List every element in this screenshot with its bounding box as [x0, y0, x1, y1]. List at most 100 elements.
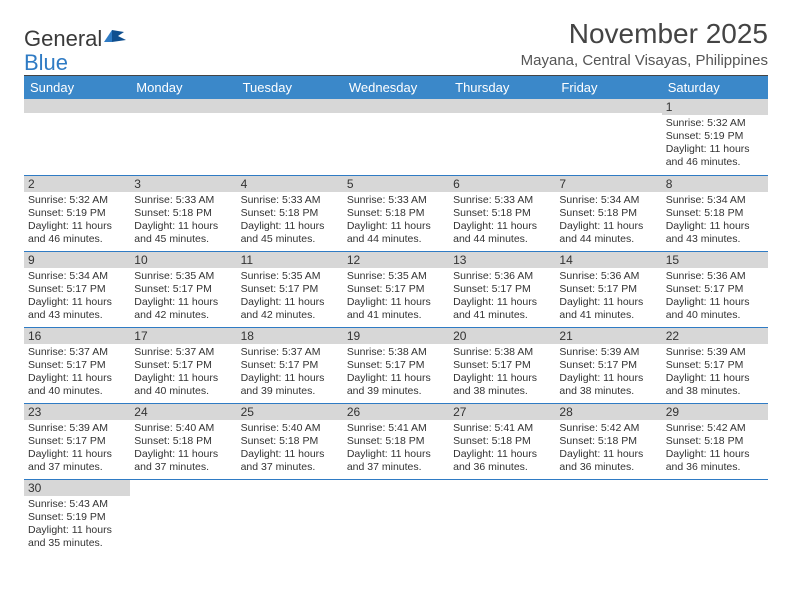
calendar-cell: [24, 99, 130, 175]
calendar-cell: 9Sunrise: 5:34 AMSunset: 5:17 PMDaylight…: [24, 251, 130, 327]
calendar-cell: 21Sunrise: 5:39 AMSunset: 5:17 PMDayligh…: [555, 327, 661, 403]
day-details: Sunrise: 5:34 AMSunset: 5:18 PMDaylight:…: [662, 192, 768, 249]
day-details: Sunrise: 5:33 AMSunset: 5:18 PMDaylight:…: [237, 192, 343, 249]
title-block: November 2025 Mayana, Central Visayas, P…: [521, 18, 768, 69]
calendar-cell: [662, 479, 768, 555]
calendar-cell: 5Sunrise: 5:33 AMSunset: 5:18 PMDaylight…: [343, 175, 449, 251]
calendar-cell: 6Sunrise: 5:33 AMSunset: 5:18 PMDaylight…: [449, 175, 555, 251]
calendar-cell: 4Sunrise: 5:33 AMSunset: 5:18 PMDaylight…: [237, 175, 343, 251]
calendar-cell: 17Sunrise: 5:37 AMSunset: 5:17 PMDayligh…: [130, 327, 236, 403]
day-header: Monday: [130, 76, 236, 99]
empty-day-bar: [343, 99, 449, 113]
day-number: 1: [662, 99, 768, 115]
day-number: 15: [662, 252, 768, 268]
calendar-week: 9Sunrise: 5:34 AMSunset: 5:17 PMDaylight…: [24, 251, 768, 327]
calendar-cell: [237, 99, 343, 175]
day-details: Sunrise: 5:40 AMSunset: 5:18 PMDaylight:…: [130, 420, 236, 477]
day-details: Sunrise: 5:33 AMSunset: 5:18 PMDaylight:…: [130, 192, 236, 249]
calendar-cell: 24Sunrise: 5:40 AMSunset: 5:18 PMDayligh…: [130, 403, 236, 479]
calendar-cell: 8Sunrise: 5:34 AMSunset: 5:18 PMDaylight…: [662, 175, 768, 251]
calendar-cell: 29Sunrise: 5:42 AMSunset: 5:18 PMDayligh…: [662, 403, 768, 479]
day-details: Sunrise: 5:42 AMSunset: 5:18 PMDaylight:…: [555, 420, 661, 477]
calendar-week: 16Sunrise: 5:37 AMSunset: 5:17 PMDayligh…: [24, 327, 768, 403]
empty-day-bar: [24, 99, 130, 113]
empty-day-bar: [237, 99, 343, 113]
calendar-cell: 1Sunrise: 5:32 AMSunset: 5:19 PMDaylight…: [662, 99, 768, 175]
day-details: Sunrise: 5:33 AMSunset: 5:18 PMDaylight:…: [343, 192, 449, 249]
day-details: Sunrise: 5:35 AMSunset: 5:17 PMDaylight:…: [130, 268, 236, 325]
day-number: 10: [130, 252, 236, 268]
calendar-cell: 19Sunrise: 5:38 AMSunset: 5:17 PMDayligh…: [343, 327, 449, 403]
day-number: 18: [237, 328, 343, 344]
day-number: 30: [24, 480, 130, 496]
day-details: Sunrise: 5:37 AMSunset: 5:17 PMDaylight:…: [24, 344, 130, 401]
calendar-cell: [130, 479, 236, 555]
day-header: Tuesday: [237, 76, 343, 99]
day-number: 7: [555, 176, 661, 192]
day-details: Sunrise: 5:35 AMSunset: 5:17 PMDaylight:…: [237, 268, 343, 325]
day-number: 19: [343, 328, 449, 344]
calendar-cell: 27Sunrise: 5:41 AMSunset: 5:18 PMDayligh…: [449, 403, 555, 479]
calendar-cell: 2Sunrise: 5:32 AMSunset: 5:19 PMDaylight…: [24, 175, 130, 251]
calendar-cell: 30Sunrise: 5:43 AMSunset: 5:19 PMDayligh…: [24, 479, 130, 555]
calendar-cell: 25Sunrise: 5:40 AMSunset: 5:18 PMDayligh…: [237, 403, 343, 479]
day-details: Sunrise: 5:39 AMSunset: 5:17 PMDaylight:…: [662, 344, 768, 401]
day-header: Sunday: [24, 76, 130, 99]
calendar-cell: [449, 479, 555, 555]
header: General November 2025 Mayana, Central Vi…: [24, 18, 768, 69]
day-details: Sunrise: 5:36 AMSunset: 5:17 PMDaylight:…: [449, 268, 555, 325]
calendar-cell: [555, 479, 661, 555]
calendar-cell: 7Sunrise: 5:34 AMSunset: 5:18 PMDaylight…: [555, 175, 661, 251]
calendar-cell: [237, 479, 343, 555]
day-number: 13: [449, 252, 555, 268]
day-details: Sunrise: 5:41 AMSunset: 5:18 PMDaylight:…: [449, 420, 555, 477]
day-number: 24: [130, 404, 236, 420]
calendar-cell: 18Sunrise: 5:37 AMSunset: 5:17 PMDayligh…: [237, 327, 343, 403]
day-details: Sunrise: 5:35 AMSunset: 5:17 PMDaylight:…: [343, 268, 449, 325]
logo: General: [24, 18, 130, 52]
calendar-cell: 11Sunrise: 5:35 AMSunset: 5:17 PMDayligh…: [237, 251, 343, 327]
calendar-table: SundayMondayTuesdayWednesdayThursdayFrid…: [24, 76, 768, 555]
day-header: Saturday: [662, 76, 768, 99]
calendar-cell: [555, 99, 661, 175]
flag-icon: [104, 24, 128, 50]
day-number: 21: [555, 328, 661, 344]
calendar-cell: [343, 99, 449, 175]
day-number: 28: [555, 404, 661, 420]
day-number: 26: [343, 404, 449, 420]
day-number: 14: [555, 252, 661, 268]
day-number: 22: [662, 328, 768, 344]
day-number: 25: [237, 404, 343, 420]
day-details: Sunrise: 5:36 AMSunset: 5:17 PMDaylight:…: [555, 268, 661, 325]
day-details: Sunrise: 5:42 AMSunset: 5:18 PMDaylight:…: [662, 420, 768, 477]
day-details: Sunrise: 5:34 AMSunset: 5:18 PMDaylight:…: [555, 192, 661, 249]
day-number: 12: [343, 252, 449, 268]
calendar-cell: 12Sunrise: 5:35 AMSunset: 5:17 PMDayligh…: [343, 251, 449, 327]
day-details: Sunrise: 5:38 AMSunset: 5:17 PMDaylight:…: [449, 344, 555, 401]
calendar-cell: [130, 99, 236, 175]
month-title: November 2025: [521, 18, 768, 50]
calendar-cell: [449, 99, 555, 175]
location-text: Mayana, Central Visayas, Philippines: [521, 52, 768, 69]
calendar-cell: [343, 479, 449, 555]
calendar-cell: 28Sunrise: 5:42 AMSunset: 5:18 PMDayligh…: [555, 403, 661, 479]
day-number: 17: [130, 328, 236, 344]
day-number: 11: [237, 252, 343, 268]
day-details: Sunrise: 5:32 AMSunset: 5:19 PMDaylight:…: [24, 192, 130, 249]
day-number: 3: [130, 176, 236, 192]
day-number: 2: [24, 176, 130, 192]
day-number: 20: [449, 328, 555, 344]
calendar-cell: 13Sunrise: 5:36 AMSunset: 5:17 PMDayligh…: [449, 251, 555, 327]
day-details: Sunrise: 5:41 AMSunset: 5:18 PMDaylight:…: [343, 420, 449, 477]
day-details: Sunrise: 5:33 AMSunset: 5:18 PMDaylight:…: [449, 192, 555, 249]
empty-day-bar: [449, 99, 555, 113]
logo-text-blue: Blue: [24, 50, 68, 76]
calendar-cell: 23Sunrise: 5:39 AMSunset: 5:17 PMDayligh…: [24, 403, 130, 479]
calendar-cell: 26Sunrise: 5:41 AMSunset: 5:18 PMDayligh…: [343, 403, 449, 479]
calendar-cell: 14Sunrise: 5:36 AMSunset: 5:17 PMDayligh…: [555, 251, 661, 327]
calendar-week: 30Sunrise: 5:43 AMSunset: 5:19 PMDayligh…: [24, 479, 768, 555]
day-details: Sunrise: 5:40 AMSunset: 5:18 PMDaylight:…: [237, 420, 343, 477]
calendar-cell: 10Sunrise: 5:35 AMSunset: 5:17 PMDayligh…: [130, 251, 236, 327]
day-details: Sunrise: 5:36 AMSunset: 5:17 PMDaylight:…: [662, 268, 768, 325]
day-number: 29: [662, 404, 768, 420]
